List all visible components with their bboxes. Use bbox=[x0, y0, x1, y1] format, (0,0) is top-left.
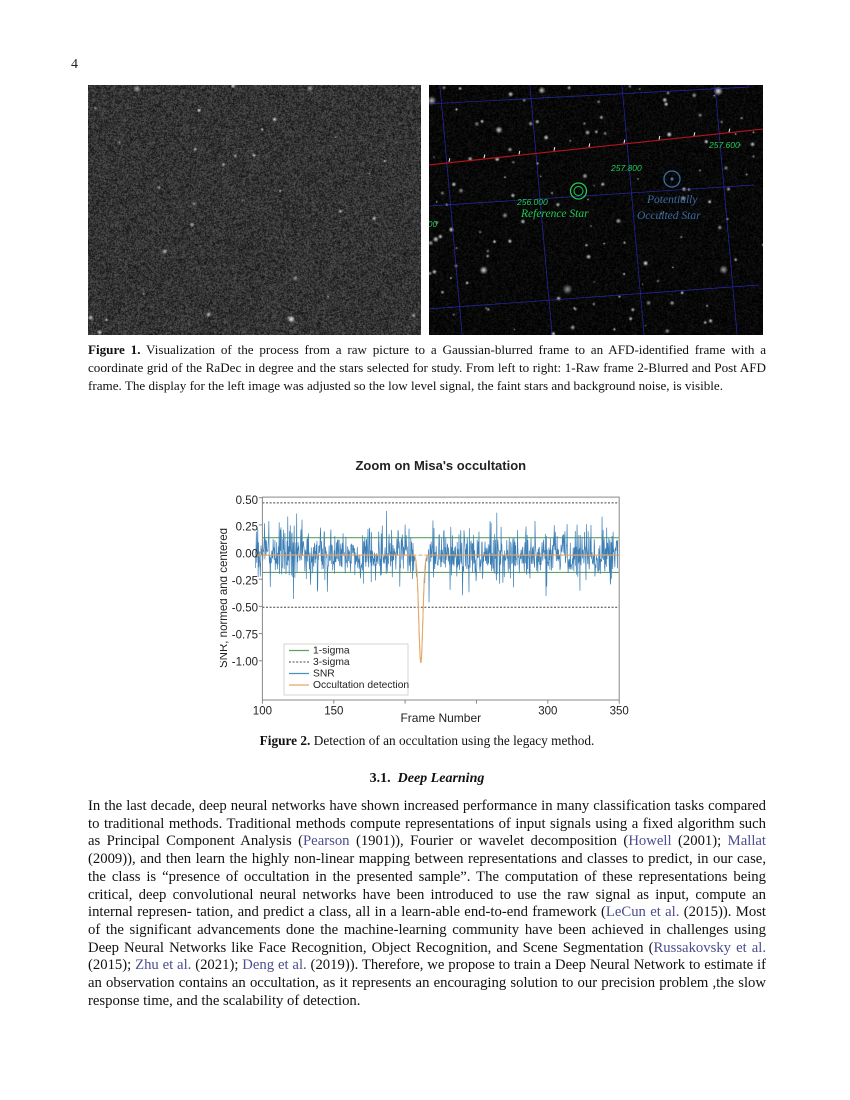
svg-text:Reference Star: Reference Star bbox=[520, 208, 589, 220]
svg-text:0.50: 0.50 bbox=[236, 495, 258, 507]
svg-text:3-sigma: 3-sigma bbox=[313, 657, 350, 668]
svg-text:257.800: 257.800 bbox=[610, 163, 642, 173]
svg-text:200: 200 bbox=[429, 219, 437, 229]
svg-text:300: 300 bbox=[538, 706, 557, 718]
svg-text:SNR: SNR bbox=[313, 669, 335, 680]
svg-text:350: 350 bbox=[610, 706, 629, 718]
svg-text:1-sigma: 1-sigma bbox=[313, 646, 350, 657]
svg-text:0.25: 0.25 bbox=[236, 521, 258, 533]
svg-text:SNR, normed and centered: SNR, normed and centered bbox=[220, 528, 230, 668]
svg-text:-1.00: -1.00 bbox=[232, 657, 258, 669]
svg-text:Occulted Star: Occulted Star bbox=[637, 210, 701, 222]
svg-text:150: 150 bbox=[324, 706, 343, 718]
svg-text:256.000: 256.000 bbox=[516, 197, 548, 207]
svg-text:0.00: 0.00 bbox=[236, 549, 258, 561]
svg-text:Occultation detection: Occultation detection bbox=[313, 680, 409, 691]
svg-text:-0.75: -0.75 bbox=[232, 630, 258, 642]
svg-text:-0.50: -0.50 bbox=[232, 603, 258, 615]
svg-text:257.600: 257.600 bbox=[708, 140, 740, 150]
svg-text:-0.25: -0.25 bbox=[232, 576, 258, 588]
svg-text:Potentially: Potentially bbox=[646, 194, 698, 206]
svg-text:Frame Number: Frame Number bbox=[400, 711, 481, 725]
svg-text:Zoom on Misa's occultation: Zoom on Misa's occultation bbox=[355, 458, 526, 473]
svg-text:100: 100 bbox=[253, 706, 272, 718]
